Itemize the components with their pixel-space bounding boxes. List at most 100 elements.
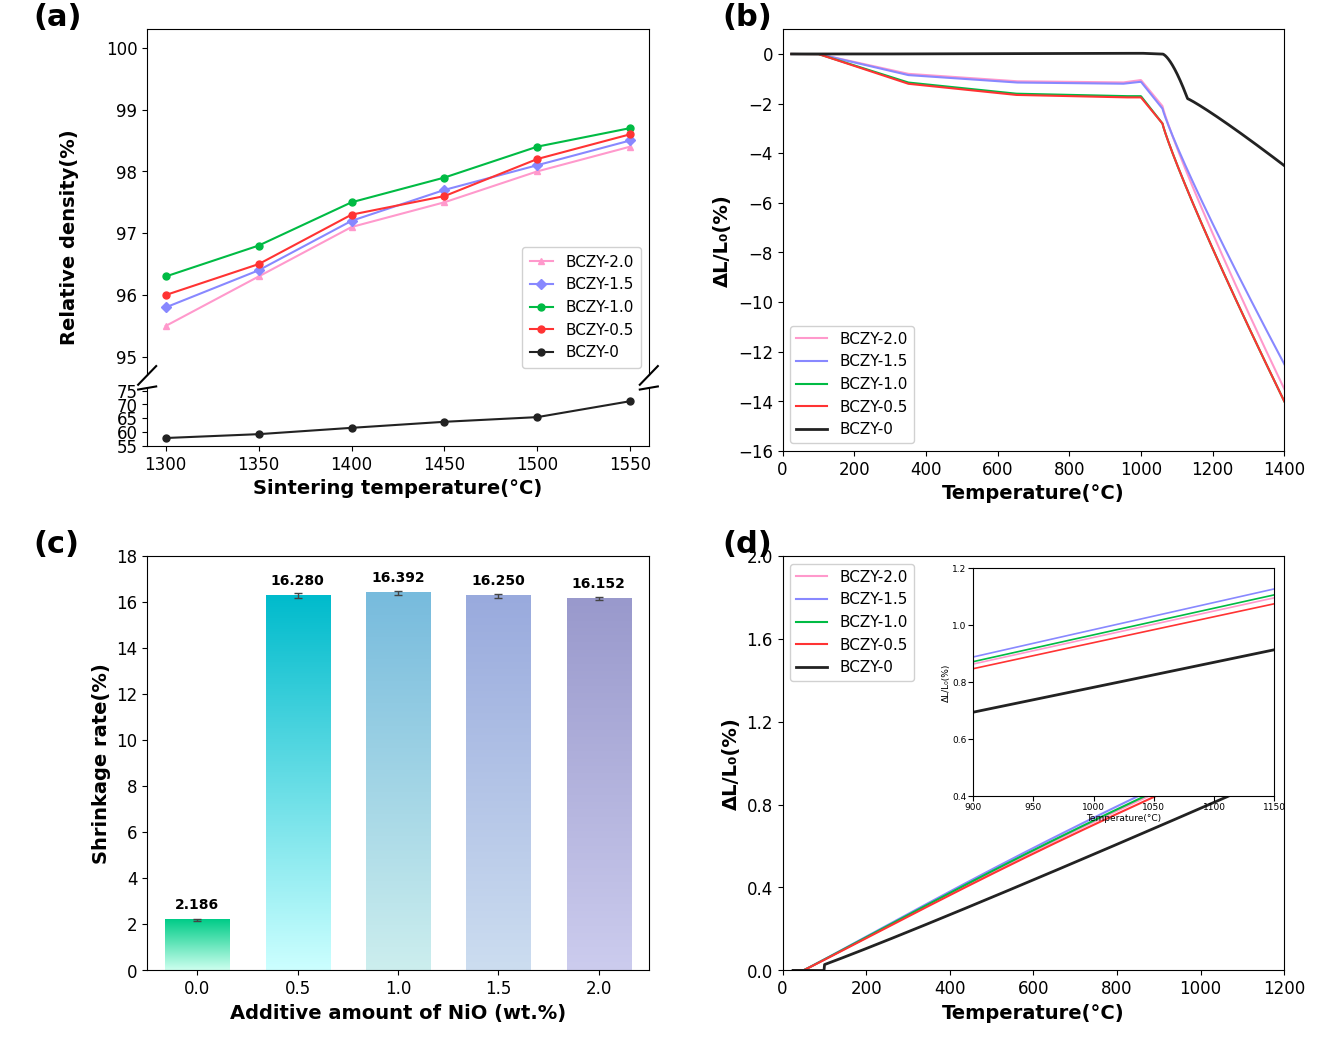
BCZY-0.5 (812, 956, 828, 968)
BCZY-1.5 (1126, 792, 1142, 805)
BCZY-0 (1234, 784, 1250, 796)
BCZY-0 (800, 964, 816, 977)
BCZY-0.5 (250, 258, 266, 271)
BCZY-1.0 (1071, 821, 1087, 834)
BCZY-2.0 (1046, 835, 1062, 848)
BCZY-2.0 (622, 141, 638, 153)
BCZY-0 (1071, 854, 1087, 866)
BCZY-1.0 (1058, 828, 1074, 840)
Line: BCZY-0: BCZY-0 (792, 53, 1284, 166)
BCZY-0.5 (436, 190, 452, 202)
BCZY-1.0 (1177, 177, 1193, 190)
BCZY-1.0 (783, 48, 800, 61)
Line: BCZY-1.0: BCZY-1.0 (793, 751, 1242, 970)
BCZY-1.5 (812, 955, 828, 967)
BCZY-1.0 (1046, 834, 1062, 847)
X-axis label: Temperature(°C): Temperature(°C) (941, 485, 1124, 504)
BCZY-1.5 (1171, 770, 1187, 783)
X-axis label: Additive amount of NiO (wt.%): Additive amount of NiO (wt.%) (230, 1004, 566, 1023)
BCZY-2.0 (1071, 822, 1087, 835)
BCZY-2.0 (1234, 747, 1250, 759)
BCZY-1.0 (622, 122, 638, 134)
BCZY-0.5 (783, 48, 800, 61)
BCZY-0.5 (983, 86, 999, 99)
BCZY-1.0 (785, 964, 801, 977)
Line: BCZY-1.5: BCZY-1.5 (162, 137, 634, 311)
Line: BCZY-0.5: BCZY-0.5 (793, 757, 1242, 970)
Text: 2.186: 2.186 (175, 898, 219, 912)
Y-axis label: Shrinkage rate(%): Shrinkage rate(%) (91, 663, 111, 863)
BCZY-1.5 (1275, 358, 1292, 370)
BCZY-2.0 (1122, 76, 1138, 88)
BCZY-0 (1177, 86, 1193, 99)
BCZY-1.0 (436, 171, 452, 184)
BCZY-1.0 (529, 141, 545, 153)
BCZY-0 (785, 964, 801, 977)
BCZY-1.5 (1058, 826, 1074, 838)
Line: BCZY-0: BCZY-0 (793, 790, 1242, 970)
BCZY-2.0 (1167, 138, 1183, 151)
Line: BCZY-1.5: BCZY-1.5 (792, 55, 1284, 364)
BCZY-0.5 (1275, 395, 1292, 408)
BCZY-0.5 (1171, 778, 1187, 791)
BCZY-1.0 (1122, 90, 1138, 103)
BCZY-1.5 (250, 264, 266, 277)
Text: (b): (b) (722, 3, 771, 33)
Text: Relative density(%): Relative density(%) (60, 130, 79, 345)
Line: BCZY-0.5: BCZY-0.5 (792, 55, 1284, 402)
BCZY-1.5 (1046, 831, 1062, 843)
X-axis label: Sintering temperature(°C): Sintering temperature(°C) (253, 479, 543, 498)
BCZY-2.0 (1058, 829, 1074, 841)
BCZY-1.5 (436, 184, 452, 196)
Text: (a): (a) (33, 3, 82, 33)
BCZY-0 (783, 48, 800, 61)
BCZY-1.5 (783, 48, 800, 61)
BCZY-0.5 (1234, 751, 1250, 764)
BCZY-1.0 (1275, 395, 1292, 408)
BCZY-1.0 (833, 56, 849, 68)
BCZY-2.0 (436, 196, 452, 209)
BCZY-2.0 (983, 73, 999, 86)
BCZY-0.5 (785, 964, 801, 977)
BCZY-0.5 (158, 288, 174, 301)
BCZY-2.0 (1000, 74, 1016, 87)
Line: BCZY-2.0: BCZY-2.0 (792, 55, 1284, 389)
BCZY-0 (1126, 831, 1142, 843)
BCZY-0.5 (1122, 91, 1138, 104)
BCZY-1.5 (529, 159, 545, 172)
BCZY-0 (1046, 864, 1062, 877)
BCZY-0 (1132, 47, 1148, 60)
BCZY-2.0 (1177, 162, 1193, 174)
BCZY-1.5 (1122, 77, 1138, 89)
BCZY-0.5 (344, 209, 360, 221)
BCZY-1.0 (1000, 87, 1016, 100)
BCZY-0.5 (833, 56, 849, 68)
Line: BCZY-0.5: BCZY-0.5 (162, 131, 634, 299)
Text: 16.392: 16.392 (370, 571, 425, 585)
BCZY-1.0 (1126, 795, 1142, 808)
BCZY-2.0 (250, 271, 266, 283)
BCZY-2.0 (833, 53, 849, 66)
Line: BCZY-1.0: BCZY-1.0 (792, 55, 1284, 402)
Y-axis label: ΔL/L₀(%): ΔL/L₀(%) (722, 716, 741, 810)
BCZY-1.5 (1167, 137, 1183, 150)
BCZY-1.5 (833, 53, 849, 66)
BCZY-0.5 (1000, 88, 1016, 101)
BCZY-2.0 (1171, 775, 1187, 788)
BCZY-1.0 (983, 85, 999, 98)
BCZY-0 (1275, 159, 1292, 172)
Text: 16.280: 16.280 (270, 574, 325, 587)
BCZY-0.5 (622, 128, 638, 141)
BCZY-2.0 (1275, 383, 1292, 395)
BCZY-0 (833, 48, 849, 61)
BCZY-1.0 (344, 196, 360, 209)
BCZY-2.0 (785, 964, 801, 977)
BCZY-0.5 (1071, 826, 1087, 838)
Line: BCZY-1.5: BCZY-1.5 (793, 747, 1242, 970)
BCZY-1.0 (1167, 155, 1183, 168)
Line: BCZY-2.0: BCZY-2.0 (162, 144, 634, 329)
BCZY-1.5 (1000, 76, 1016, 88)
BCZY-1.0 (158, 271, 174, 283)
BCZY-2.0 (1126, 796, 1142, 809)
Y-axis label: ΔL/L₀(%): ΔL/L₀(%) (713, 194, 731, 286)
